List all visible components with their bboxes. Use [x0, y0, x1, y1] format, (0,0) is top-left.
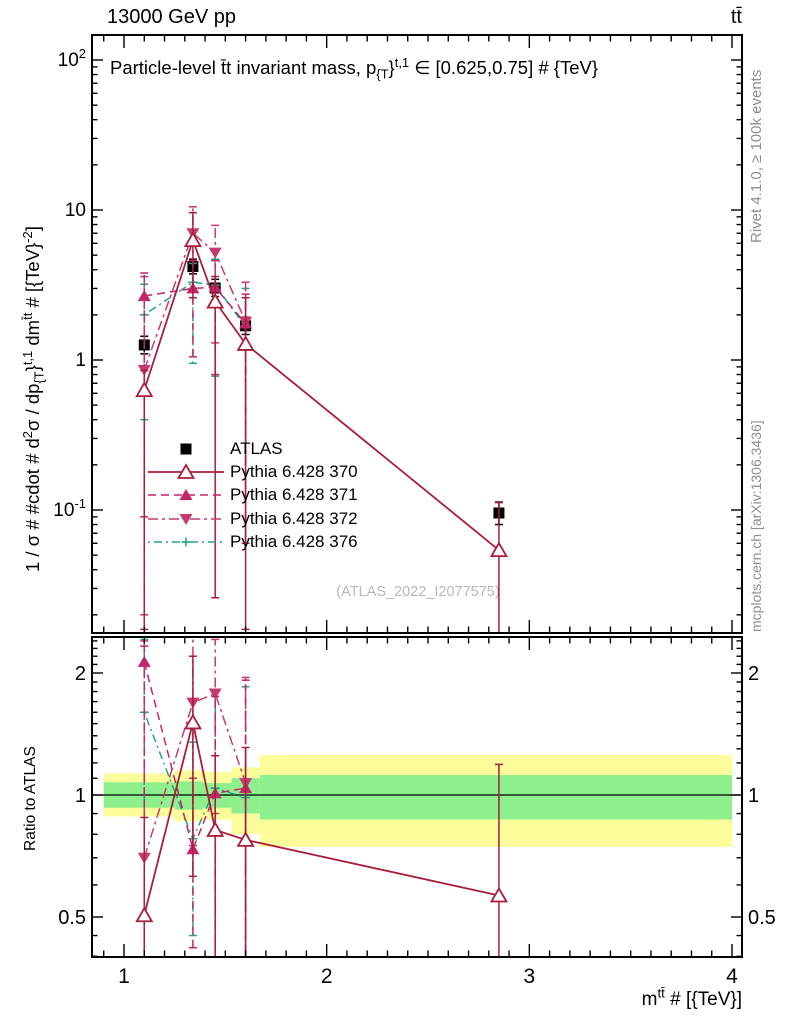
legend-label: Pythia 6.428 371	[230, 485, 358, 505]
legend-marker-atlas	[180, 443, 192, 455]
x-tick-label: 2	[321, 965, 333, 988]
plot-title: Particle-level t̄t invariant mass, p{T}t…	[110, 54, 599, 82]
ratio-y-tick-label-right: 1	[748, 785, 759, 807]
legend-label: ATLAS	[230, 438, 283, 458]
band-green	[259, 775, 733, 820]
ratio-uncertainty-bands	[92, 755, 742, 847]
main-y-tick-label: 10	[65, 200, 86, 221]
legend-label: Pythia 6.428 376	[230, 532, 358, 552]
main-series-pythia-6-428-370	[135, 211, 508, 633]
legend: ATLAS Pythia 6.428 370 Pythia 6.428 371 Pyt…	[146, 437, 358, 554]
main-panel	[91, 34, 743, 634]
main-y-axis-label: 1 / σ # #cdot # d2σ / dp{T}t,1 dmt̄t # […	[19, 226, 47, 572]
main-y-tick-label: 10-1	[53, 496, 86, 521]
legend-marker-pythia-6-428-370	[148, 463, 224, 479]
x-tick-label: 1	[118, 965, 130, 988]
legend-item-pythia-6-428-372: Pythia 6.428 372	[146, 507, 358, 530]
ratio-panel	[91, 636, 743, 958]
ratio-y-tick-label-right: 2	[748, 663, 759, 685]
ratio-series-pythia-6-428-370	[135, 655, 508, 957]
legend-item-pythia-6-428-371: Pythia 6.428 371	[146, 484, 358, 507]
analysis-watermark: (ATLAS_2022_I2077575)	[336, 584, 500, 600]
legend-marker-pythia-6-428-376	[148, 537, 224, 547]
ratio-y-axis-label: Ratio to ATLAS	[22, 746, 39, 851]
x-tick-label: 4	[726, 965, 738, 988]
main-y-tick-label: 1	[75, 350, 86, 371]
beam-energy-label: 13000 GeV pp	[107, 6, 236, 28]
main-y-tick-label: 102	[58, 46, 86, 71]
axes: 102 10 1 10-1 2 2 1 1 0.5 0.5 1 2 3 4	[53, 34, 776, 988]
legend-marker-pythia-6-428-372	[148, 513, 224, 525]
ratio-y-tick-label-left: 1	[75, 785, 86, 807]
process-label: tt̄	[730, 6, 742, 28]
legend-item-pythia-6-428-370: Pythia 6.428 370	[146, 460, 358, 483]
legend-marker-pythia-6-428-371	[148, 489, 224, 501]
legend-item-atlas: ATLAS	[146, 437, 358, 460]
legend-label: Pythia 6.428 372	[230, 508, 358, 528]
ratio-y-tick-label-left: 0.5	[58, 907, 86, 929]
mcplots-credit-label: mcplots.cern.ch [arXiv:1306.3436]	[748, 420, 764, 632]
ratio-y-tick-label-right: 0.5	[748, 907, 776, 929]
ratio-y-tick-label-left: 2	[75, 663, 86, 685]
x-tick-label: 3	[523, 965, 535, 988]
rivet-version-label: Rivet 4.1.0, ≥ 100k events	[748, 69, 765, 243]
legend-label: Pythia 6.428 370	[230, 462, 358, 482]
legend-item-pythia-6-428-376: Pythia 6.428 376	[146, 531, 358, 554]
x-axis-label: mtt̄ # [{TeV}]	[641, 985, 742, 1010]
